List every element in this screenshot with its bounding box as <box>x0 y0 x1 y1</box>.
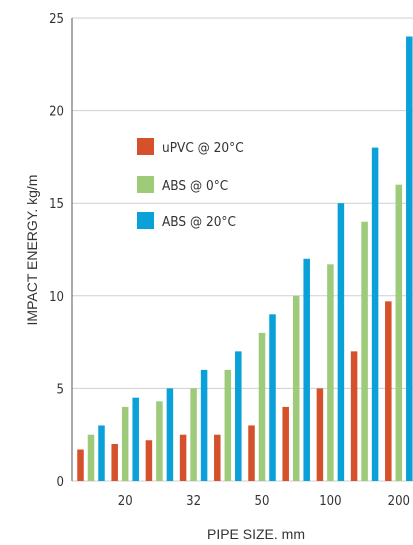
y-tick-label-15: 15 <box>49 197 64 212</box>
bar-0-6 <box>282 406 289 481</box>
bar-1-5 <box>258 332 266 481</box>
bar-1-3 <box>190 388 197 481</box>
legend-label-abs-20: ABS @ 20°C <box>162 214 236 230</box>
legend-swatch-abs-20 <box>137 212 154 229</box>
bar-2-4 <box>235 351 242 481</box>
bar-1-1 <box>121 406 129 481</box>
bar-2-0 <box>98 425 105 481</box>
bar-0-7 <box>316 388 324 481</box>
x-tick-label-20: 20 <box>118 494 133 509</box>
bar-2-8 <box>371 147 379 481</box>
y-tick-label-0: 0 <box>57 475 64 490</box>
legend: uPVC @ 20°C ABS @ 0°C ABS @ 20°C <box>137 138 244 230</box>
bar-2-3 <box>200 369 208 481</box>
legend-label-upvc-20: uPVC @ 20°C <box>162 140 244 156</box>
bar-2-7 <box>337 203 345 481</box>
bar-1-4 <box>224 369 232 481</box>
bar-2-5 <box>269 314 276 481</box>
bar-1-9 <box>395 184 403 481</box>
y-tick-label-25: 25 <box>49 12 64 27</box>
bar-2-9 <box>406 36 413 482</box>
x-tick-label-100: 100 <box>319 494 341 509</box>
bar-1-2 <box>156 401 163 481</box>
x-tick-label-200: 200 <box>388 494 410 509</box>
bar-0-1 <box>111 443 118 481</box>
x-tick-label-32: 32 <box>186 494 201 509</box>
bar-0-3 <box>179 434 187 481</box>
bar-1-8 <box>361 221 368 481</box>
bar-1-0 <box>87 434 95 481</box>
bar-2-2 <box>166 388 174 481</box>
legend-label-abs-0: ABS @ 0°C <box>162 178 228 194</box>
bar-0-9 <box>385 301 392 481</box>
bar-2-1 <box>132 397 139 481</box>
bar-0-8 <box>350 351 358 481</box>
legend-swatch-upvc-20 <box>137 138 154 155</box>
y-tick-label-10: 10 <box>49 290 64 305</box>
bar-1-7 <box>327 264 334 481</box>
bar-2-6 <box>303 258 310 481</box>
y-tick-label-5: 5 <box>57 382 64 397</box>
bar-0-5 <box>248 425 255 481</box>
y-axis-title: IMPACT ENERGY. kg/m <box>24 175 40 326</box>
x-axis-title: PIPE SIZE. mm <box>207 526 305 542</box>
y-tick-label-20: 20 <box>49 105 64 120</box>
x-tick-labels: 20 32 50 100 200 <box>118 494 410 509</box>
bar-0-0 <box>77 449 84 481</box>
bar-0-4 <box>214 434 221 481</box>
bars <box>77 36 413 482</box>
bar-1-6 <box>292 295 300 481</box>
legend-swatch-abs-0 <box>137 176 154 193</box>
y-tick-labels: 0 5 10 15 20 25 <box>49 12 64 490</box>
bar-0-2 <box>145 440 153 481</box>
x-tick-label-50: 50 <box>255 494 270 509</box>
